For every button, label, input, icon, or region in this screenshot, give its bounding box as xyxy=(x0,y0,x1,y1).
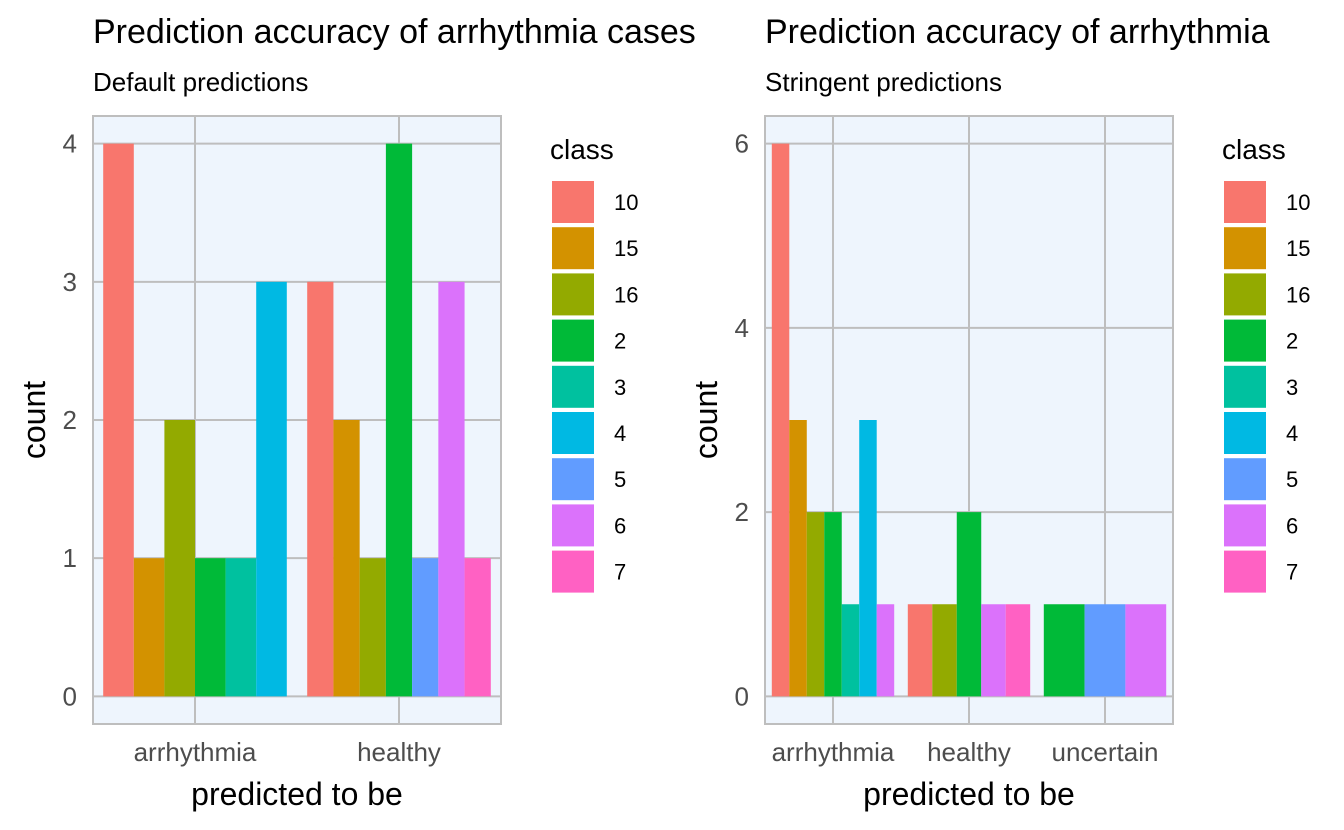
x-tick-label: healthy xyxy=(357,737,441,767)
legend-key-16 xyxy=(552,273,594,316)
legend-key-2 xyxy=(552,319,594,362)
legend-label: 6 xyxy=(1286,513,1298,538)
legend-label: 15 xyxy=(1286,236,1310,261)
x-tick-label: arrhythmia xyxy=(134,737,257,767)
legend-key-5 xyxy=(1224,458,1266,501)
bar-healthy-class-7 xyxy=(1005,604,1031,697)
bar-arrhythmia-class-15 xyxy=(789,420,807,697)
bar-arrhythmia-class-10 xyxy=(103,143,134,697)
legend-key-2 xyxy=(1224,319,1266,362)
legend-label: 7 xyxy=(614,560,626,585)
legend-label: 3 xyxy=(1286,375,1298,400)
legend-label: 5 xyxy=(1286,467,1298,492)
bar-healthy-class-10 xyxy=(907,604,933,697)
legend-key-6 xyxy=(552,504,594,547)
bar-arrhythmia-class-15 xyxy=(133,558,165,697)
chart-title: Prediction accuracy of arrhythmia cases xyxy=(93,13,696,51)
legend-label: 6 xyxy=(614,513,626,538)
legend-label: 16 xyxy=(614,282,638,307)
bar-arrhythmia-class-3 xyxy=(225,558,257,697)
chart-subtitle: Stringent predictions xyxy=(765,67,1002,97)
bar-healthy-class-6 xyxy=(438,281,465,697)
y-tick-label: 2 xyxy=(735,497,749,527)
legend-label: 16 xyxy=(1286,282,1310,307)
panel-border xyxy=(92,115,502,725)
bar-uncertain-class-6 xyxy=(1125,604,1167,697)
bar-arrhythmia-class-16 xyxy=(164,420,195,697)
x-axis-label: predicted to be xyxy=(191,776,403,812)
legend-label: 7 xyxy=(1286,560,1298,585)
legend-label: 2 xyxy=(614,329,626,354)
bar-healthy-class-2 xyxy=(956,512,982,697)
bar-uncertain-class-5 xyxy=(1084,604,1126,697)
bar-healthy-class-15 xyxy=(333,420,360,697)
legend-label: 15 xyxy=(614,236,638,261)
y-tick-label: 1 xyxy=(63,543,77,573)
panel-border xyxy=(764,115,1174,725)
legend-key-3 xyxy=(552,365,594,408)
bar-arrhythmia-class-10 xyxy=(771,143,790,697)
bar-arrhythmia-class-4 xyxy=(256,281,287,697)
legend-key-15 xyxy=(552,227,594,270)
legend-label: 5 xyxy=(614,467,626,492)
chart-subtitle: Default predictions xyxy=(93,67,308,97)
x-tick-label: arrhythmia xyxy=(772,737,895,767)
legend-key-4 xyxy=(1224,412,1266,454)
y-axis-label: count xyxy=(16,381,52,459)
bar-arrhythmia-class-3 xyxy=(841,604,860,697)
legend-key-6 xyxy=(1224,504,1266,547)
bar-healthy-class-5 xyxy=(412,558,439,697)
bar-arrhythmia-class-2 xyxy=(824,512,842,697)
bar-healthy-class-10 xyxy=(307,281,334,697)
chart-title: Prediction accuracy of arrhythmia xyxy=(765,13,1270,51)
legend-key-7 xyxy=(1224,550,1266,593)
legend-key-7 xyxy=(552,550,594,593)
bar-arrhythmia-class-4 xyxy=(859,420,877,697)
legend-title: class xyxy=(1222,134,1286,165)
legend-label: 10 xyxy=(1286,190,1310,215)
chart-default-predictions: 0 1 2 3 4 arrhythmia healthy Prediction accurac… xyxy=(16,13,696,812)
bar-healthy-class-7 xyxy=(464,558,491,697)
legend-key-10 xyxy=(1224,181,1266,223)
legend-key-15 xyxy=(1224,227,1266,270)
bar-arrhythmia-class-16 xyxy=(806,512,825,697)
y-tick-label: 2 xyxy=(63,405,77,435)
x-tick-label: uncertain xyxy=(1052,737,1159,767)
y-tick-label: 6 xyxy=(735,129,749,159)
bar-healthy-class-16 xyxy=(359,558,386,697)
bar-arrhythmia-class-6 xyxy=(876,604,895,697)
bar-healthy-class-2 xyxy=(385,143,413,697)
legend-title: class xyxy=(550,134,614,165)
x-axis-label: predicted to be xyxy=(863,776,1075,812)
bar-healthy-class-16 xyxy=(932,604,957,697)
legend-key-4 xyxy=(552,412,594,454)
y-tick-label: 4 xyxy=(735,313,749,343)
bar-arrhythmia-class-2 xyxy=(195,558,226,697)
chart-stringent-predictions: 0 2 4 6 arrhythmia healthy uncertain Prediction… xyxy=(688,13,1310,812)
legend-label: 3 xyxy=(614,375,626,400)
y-tick-label: 0 xyxy=(735,681,749,711)
bar-uncertain-class-2 xyxy=(1043,604,1085,697)
y-tick-label: 4 xyxy=(63,129,77,159)
y-tick-label: 0 xyxy=(63,681,77,711)
legend-label: 4 xyxy=(1286,421,1298,446)
legend-key-16 xyxy=(1224,273,1266,316)
bar-healthy-class-6 xyxy=(981,604,1006,697)
legend-label: 10 xyxy=(614,190,638,215)
legend-label: 4 xyxy=(614,421,626,446)
legend-label: 2 xyxy=(1286,329,1298,354)
legend-key-3 xyxy=(1224,365,1266,408)
x-tick-label: healthy xyxy=(927,737,1011,767)
legend-key-5 xyxy=(552,458,594,501)
legend-key-10 xyxy=(552,181,594,223)
y-axis-label: count xyxy=(688,381,724,459)
y-tick-label: 3 xyxy=(63,267,77,297)
